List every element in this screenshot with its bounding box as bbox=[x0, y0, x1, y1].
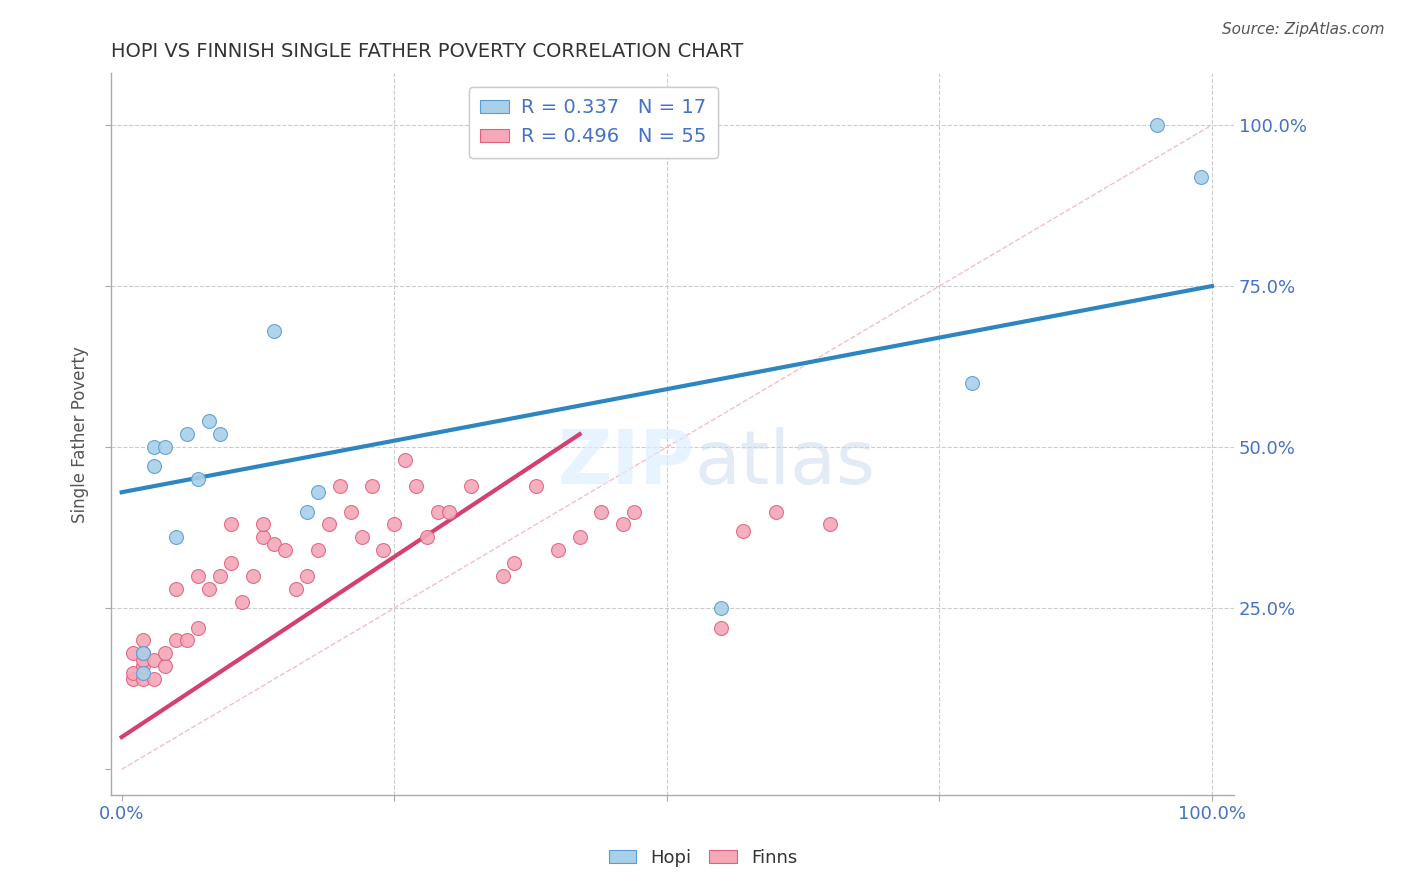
Point bbox=[733, 524, 755, 538]
Point bbox=[765, 505, 787, 519]
Point bbox=[143, 653, 166, 667]
Point bbox=[350, 530, 373, 544]
Point bbox=[219, 517, 242, 532]
Point bbox=[710, 621, 733, 635]
Point bbox=[437, 505, 460, 519]
Point bbox=[132, 672, 155, 686]
Point bbox=[591, 505, 613, 519]
Point bbox=[252, 517, 274, 532]
Text: atlas: atlas bbox=[695, 426, 876, 500]
Point bbox=[263, 324, 285, 338]
Y-axis label: Single Father Poverty: Single Father Poverty bbox=[72, 346, 89, 523]
Point bbox=[426, 505, 449, 519]
Text: Source: ZipAtlas.com: Source: ZipAtlas.com bbox=[1222, 22, 1385, 37]
Point bbox=[460, 479, 482, 493]
Text: HOPI VS FINNISH SINGLE FATHER POVERTY CORRELATION CHART: HOPI VS FINNISH SINGLE FATHER POVERTY CO… bbox=[111, 42, 742, 61]
Point bbox=[155, 659, 177, 673]
Text: ZIP: ZIP bbox=[558, 426, 695, 500]
Point bbox=[1146, 118, 1168, 132]
Point bbox=[198, 582, 221, 596]
Legend: Hopi, Finns: Hopi, Finns bbox=[602, 842, 804, 874]
Point bbox=[187, 569, 209, 583]
Point bbox=[121, 665, 143, 680]
Point bbox=[231, 595, 253, 609]
Point bbox=[524, 479, 547, 493]
Point bbox=[176, 427, 198, 442]
Point bbox=[187, 472, 209, 486]
Point bbox=[307, 543, 329, 558]
Point bbox=[187, 621, 209, 635]
Point bbox=[132, 646, 155, 660]
Point bbox=[820, 517, 842, 532]
Point bbox=[143, 459, 166, 474]
Point bbox=[165, 530, 187, 544]
Point bbox=[1189, 169, 1212, 184]
Point bbox=[252, 530, 274, 544]
Point bbox=[176, 633, 198, 648]
Point bbox=[132, 633, 155, 648]
Point bbox=[295, 569, 318, 583]
Point bbox=[503, 556, 526, 570]
Point bbox=[416, 530, 439, 544]
Point bbox=[132, 653, 155, 667]
Point bbox=[132, 665, 155, 680]
Point bbox=[318, 517, 340, 532]
Point bbox=[165, 582, 187, 596]
Point bbox=[263, 537, 285, 551]
Point bbox=[121, 672, 143, 686]
Point bbox=[405, 479, 427, 493]
Point bbox=[394, 453, 416, 467]
Point bbox=[208, 569, 231, 583]
Point bbox=[143, 672, 166, 686]
Point bbox=[382, 517, 405, 532]
Point bbox=[960, 376, 983, 390]
Point bbox=[121, 646, 143, 660]
Point bbox=[373, 543, 395, 558]
Point bbox=[155, 440, 177, 454]
Point bbox=[219, 556, 242, 570]
Point bbox=[132, 659, 155, 673]
Point bbox=[143, 440, 166, 454]
Point bbox=[339, 505, 361, 519]
Point bbox=[165, 633, 187, 648]
Legend: R = 0.337   N = 17, R = 0.496   N = 55: R = 0.337 N = 17, R = 0.496 N = 55 bbox=[468, 87, 718, 158]
Point bbox=[155, 646, 177, 660]
Point bbox=[623, 505, 645, 519]
Point bbox=[198, 414, 221, 428]
Point bbox=[307, 485, 329, 500]
Point bbox=[242, 569, 264, 583]
Point bbox=[329, 479, 352, 493]
Point bbox=[132, 646, 155, 660]
Point bbox=[274, 543, 297, 558]
Point bbox=[208, 427, 231, 442]
Point bbox=[612, 517, 634, 532]
Point bbox=[285, 582, 308, 596]
Point bbox=[361, 479, 384, 493]
Point bbox=[492, 569, 515, 583]
Point bbox=[568, 530, 591, 544]
Point bbox=[295, 505, 318, 519]
Point bbox=[710, 601, 733, 615]
Point bbox=[547, 543, 569, 558]
